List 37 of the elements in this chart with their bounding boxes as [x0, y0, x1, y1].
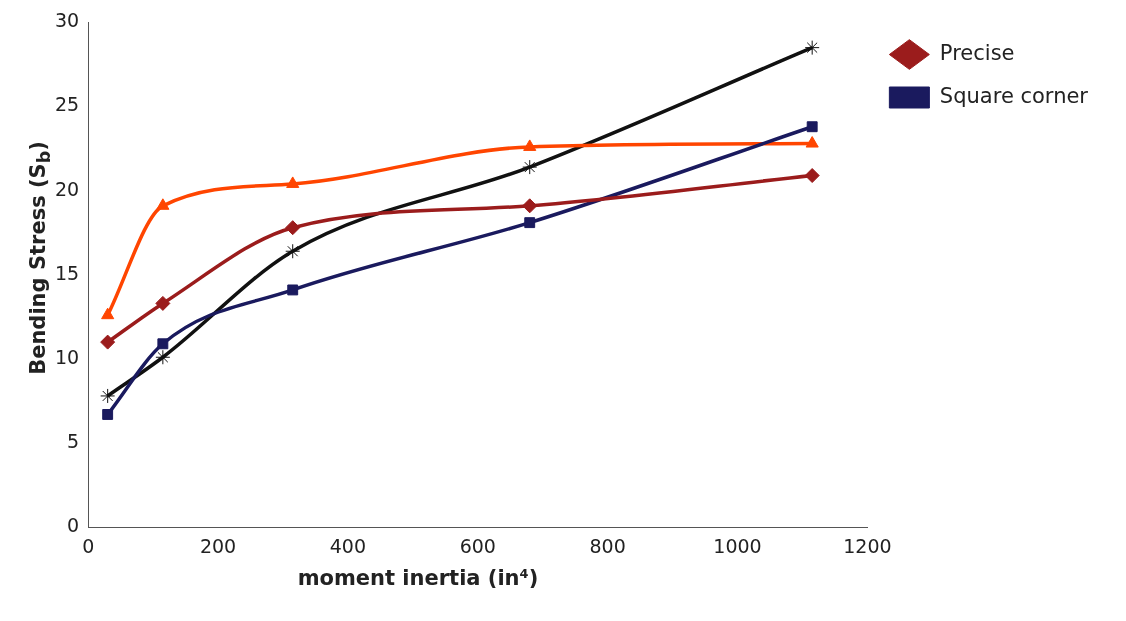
x-tick-label: 1000	[713, 534, 762, 557]
y-tick-label: 25	[54, 93, 80, 116]
legend-label: Precise	[939, 40, 1015, 65]
x-tick-label: 200	[199, 534, 237, 557]
x-tick-label: 400	[329, 534, 367, 557]
x-tick-label: 800	[589, 534, 626, 557]
point	[285, 243, 301, 259]
point	[523, 139, 537, 151]
point	[804, 168, 820, 184]
y-tick-label: 0	[67, 514, 80, 537]
point	[286, 176, 300, 188]
point	[155, 349, 171, 365]
point	[285, 220, 301, 236]
point	[287, 284, 299, 296]
point	[156, 198, 170, 210]
x-tick-label: 600	[459, 534, 496, 557]
y-tick-label: 30	[54, 9, 80, 32]
x-tick-label: 1200	[843, 534, 892, 557]
point	[157, 338, 169, 350]
point	[100, 334, 116, 350]
point	[806, 121, 818, 133]
x-axis-title: moment inertia (in⁴)	[296, 566, 540, 590]
legend-label: Square corner	[939, 83, 1089, 108]
y-tick-label: 10	[54, 345, 80, 368]
y-tick-label: 15	[54, 261, 80, 284]
point	[804, 40, 820, 56]
point	[102, 409, 114, 420]
y-tick-label: 20	[54, 177, 80, 200]
point	[101, 307, 115, 320]
point	[155, 295, 171, 311]
point	[100, 388, 116, 404]
y-tick-label: 5	[67, 430, 80, 452]
point	[524, 217, 536, 229]
point	[522, 159, 538, 175]
x-tick-label: 0	[82, 534, 95, 557]
point	[522, 198, 538, 214]
point	[805, 136, 819, 148]
